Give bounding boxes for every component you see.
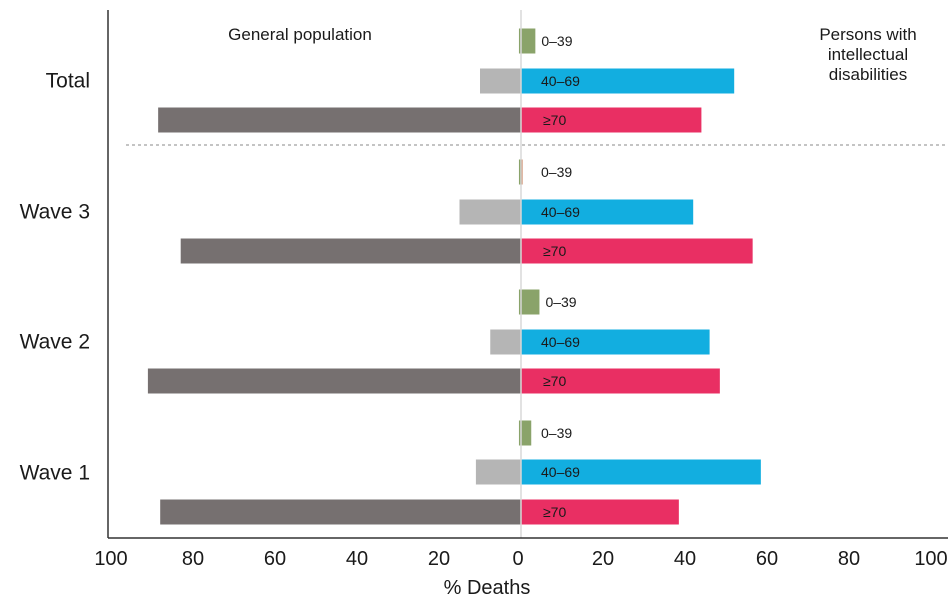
group-label-wave-3: Wave 3 — [20, 201, 90, 224]
bar-total-intellectual-age-1 — [521, 68, 735, 94]
x-tick-0: 100 — [94, 548, 127, 570]
bar-wave-1-intellectual-age-2 — [521, 499, 679, 525]
age-label-wave-1-0: 0–39 — [541, 425, 572, 441]
age-label-wave-3-2: ≥70 — [543, 243, 566, 259]
age-label-wave-3-0: 0–39 — [541, 164, 572, 180]
bar-wave-1-general-age-2 — [160, 499, 521, 525]
group-label-total: Total — [46, 70, 90, 93]
age-label-total-2: ≥70 — [543, 112, 566, 128]
bar-wave-3-intellectual-age-1 — [521, 199, 694, 225]
x-tick-7: 40 — [674, 548, 696, 570]
labels-layer: Total 0–39 40–69 ≥70 Wave 3 0–39 40–69 ≥70 Wave … — [20, 33, 581, 520]
x-tick-9: 80 — [838, 548, 860, 570]
age-label-wave-2-2: ≥70 — [543, 373, 566, 389]
age-label-wave-1-2: ≥70 — [543, 504, 566, 520]
x-tick-10: 100 — [914, 548, 947, 570]
x-tick-5: 0 — [512, 548, 523, 570]
bar-wave-2-general-age-2 — [147, 368, 521, 394]
group-label-wave-2: Wave 2 — [20, 331, 90, 354]
x-tick-6: 20 — [592, 548, 614, 570]
bar-wave-3-intellectual-age-2 — [521, 238, 753, 264]
bar-wave-3-general-age-2 — [180, 238, 521, 264]
x-tick-2: 60 — [264, 548, 286, 570]
bar-wave-1-general-age-1 — [475, 459, 521, 485]
age-label-total-0: 0–39 — [541, 33, 572, 49]
bar-wave-2-general-age-1 — [490, 329, 521, 355]
x-tick-3: 40 — [346, 548, 368, 570]
bar-wave-1-intellectual-age-1 — [521, 459, 761, 485]
bar-wave-3-general-age-1 — [459, 199, 521, 225]
bar-total-general-age-0 — [518, 28, 521, 54]
bar-total-general-age-1 — [480, 68, 521, 94]
bar-wave-3-general-age-0 — [518, 159, 521, 185]
x-tick-4: 20 — [428, 548, 450, 570]
bar-wave-1-general-age-0 — [518, 420, 521, 446]
x-tick-8: 60 — [756, 548, 778, 570]
x-tick-1: 80 — [182, 548, 204, 570]
right-title-line-2: disabilities — [829, 65, 907, 84]
bar-total-intellectual-age-2 — [521, 107, 702, 133]
bar-wave-2-intellectual-age-1 — [521, 329, 710, 355]
right-title-line-0: Persons with — [819, 25, 916, 44]
bars-layer — [147, 28, 761, 525]
age-label-wave-2-0: 0–39 — [545, 294, 576, 310]
bar-wave-2-intellectual-age-0 — [521, 289, 540, 315]
group-label-wave-1: Wave 1 — [20, 462, 90, 485]
x-ticks-layer: 100 80 60 40 20 0 20 40 60 80 100 — [94, 548, 947, 570]
bar-total-intellectual-age-0 — [521, 28, 536, 54]
bar-wave-2-general-age-0 — [518, 289, 521, 315]
x-axis-label: % Deaths — [444, 577, 531, 599]
age-label-wave-2-1: 40–69 — [541, 334, 580, 350]
age-label-wave-1-1: 40–69 — [541, 464, 580, 480]
bar-wave-2-intellectual-age-2 — [521, 368, 720, 394]
bar-total-general-age-2 — [158, 107, 521, 133]
left-panel-title: General population — [228, 25, 372, 44]
age-label-total-1: 40–69 — [541, 73, 580, 89]
bar-wave-1-intellectual-age-0 — [521, 420, 532, 446]
age-label-wave-3-1: 40–69 — [541, 204, 580, 220]
right-title-line-1: intellectual — [828, 45, 908, 64]
